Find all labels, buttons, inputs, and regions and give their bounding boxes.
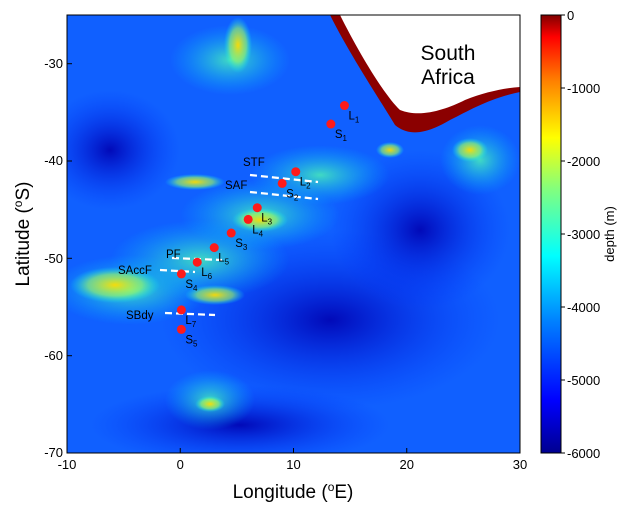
- front-label: PF: [166, 249, 181, 261]
- station-label: L2: [300, 177, 311, 191]
- station-label: S3: [235, 238, 248, 252]
- y-tick-label: -70: [44, 445, 63, 460]
- station-label: S5: [185, 334, 198, 348]
- y-axis-label: Latitude (oS): [11, 182, 34, 287]
- y-tick-label: -50: [44, 251, 63, 266]
- x-axis-label: Longitude (oE): [233, 480, 354, 503]
- station-dot: [192, 257, 202, 267]
- front-label: SBdy: [126, 310, 154, 322]
- front-label: STF: [243, 157, 265, 169]
- station-dot: [176, 324, 186, 334]
- front-line-saf: [249, 190, 319, 201]
- colorbar: 0 -1000 -2000 -3000 -4000 -5000 -6000 depth (m…: [540, 8, 617, 461]
- station-label: S4: [185, 279, 198, 293]
- station-dot: [339, 101, 349, 111]
- colorbar-tick-label: -1000: [567, 81, 600, 96]
- station-label: L4: [252, 224, 263, 238]
- y-tick-label: -40: [44, 153, 63, 168]
- front-line-stf: [249, 173, 319, 184]
- station-dot: [176, 305, 186, 315]
- station-label: L6: [201, 267, 212, 281]
- station-dot: [243, 214, 253, 224]
- front-line-saccf: [159, 268, 196, 274]
- fronts: STF SAF PF SAccF SBdy: [118, 157, 319, 322]
- x-tick-label: 20: [400, 457, 414, 472]
- station-dot: [252, 203, 262, 213]
- station-label: L1: [348, 111, 359, 125]
- station-dot: [226, 228, 236, 238]
- station-dot: [326, 119, 336, 129]
- x-tick-label: -10: [58, 457, 77, 472]
- x-axis: -10 0 10 20 30 Longitude (oE): [58, 448, 527, 503]
- station-dot: [277, 178, 287, 188]
- colorbar-tick-label: 0: [567, 8, 574, 23]
- y-tick-label: -30: [44, 56, 63, 71]
- colorbar-tick-label: -4000: [567, 300, 600, 315]
- y-axis: -30 -40 -50 -60 -70 Latitude (oS): [11, 56, 72, 460]
- x-tick-label: 30: [513, 457, 527, 472]
- colorbar-tick-label: -5000: [567, 373, 600, 388]
- station-dot: [209, 243, 219, 253]
- front-label: SAF: [225, 180, 247, 192]
- colorbar-label: depth (m): [602, 206, 617, 262]
- x-tick-label: 10: [286, 457, 300, 472]
- x-tick-label: 0: [177, 457, 184, 472]
- station-dot: [291, 167, 301, 177]
- land-south-africa: [340, 15, 520, 114]
- front-label: SAccF: [118, 265, 152, 277]
- station-label: S1: [335, 129, 348, 143]
- colorbar-tick-label: -6000: [567, 446, 600, 461]
- colorbar-tick-label: -2000: [567, 154, 600, 169]
- station-dot: [176, 269, 186, 279]
- front-line-sbdy: [164, 311, 216, 317]
- colorbar-tick-label: -3000: [567, 227, 600, 242]
- colorbar-ramp: [540, 14, 562, 454]
- y-tick-label: -60: [44, 348, 63, 363]
- station-label: S2: [286, 188, 299, 202]
- country-label: South: [421, 42, 476, 65]
- station-label: L5: [218, 253, 229, 267]
- country-label: Africa: [421, 66, 475, 89]
- station-label: L7: [185, 315, 196, 329]
- station-label: L3: [261, 213, 272, 227]
